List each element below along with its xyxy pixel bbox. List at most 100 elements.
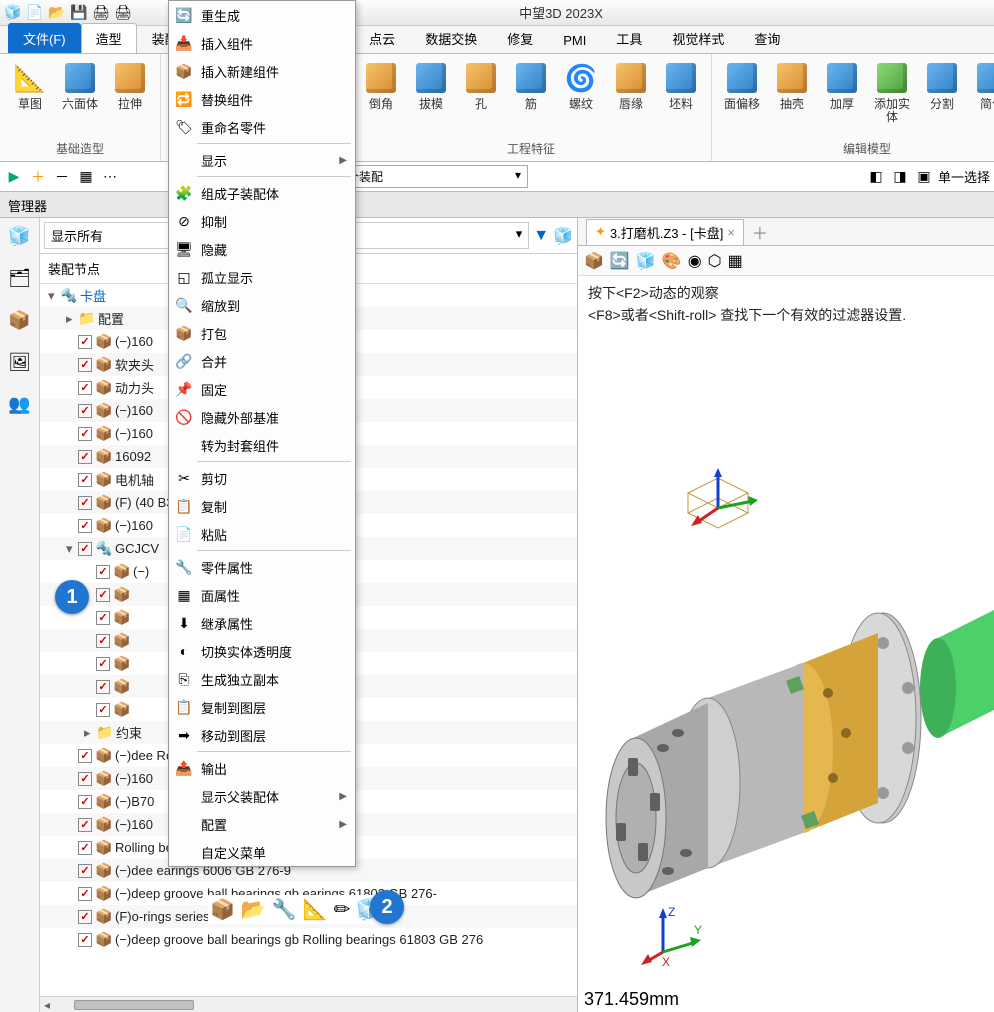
filter3-icon[interactable]: ▣: [914, 167, 934, 187]
context-menu-item[interactable]: 📄粘贴: [169, 520, 355, 548]
ribbon-tab[interactable]: 文件(F): [8, 23, 81, 53]
tree-checkbox[interactable]: ✓: [78, 358, 92, 372]
vp-tool-3[interactable]: 🧊: [636, 251, 656, 271]
tree-checkbox[interactable]: ✓: [78, 496, 92, 510]
tree-checkbox[interactable]: ✓: [96, 680, 110, 694]
ctx-icon-2[interactable]: 📂: [241, 897, 266, 922]
tree-checkbox[interactable]: ✓: [96, 611, 110, 625]
context-menu-item[interactable]: 📤输出: [169, 754, 355, 782]
context-menu-item[interactable]: ⬇继承属性: [169, 609, 355, 637]
filter-settings-icon[interactable]: 🧊: [553, 226, 573, 246]
context-menu-item[interactable]: 📋复制到图层: [169, 693, 355, 721]
ribbon-tab[interactable]: 造型: [81, 23, 137, 53]
ribbon-button[interactable]: 筋: [507, 58, 555, 138]
context-menu-item[interactable]: 📌固定: [169, 375, 355, 403]
context-menu-item[interactable]: ⊘抑制: [169, 207, 355, 235]
tree-checkbox[interactable]: ✓: [78, 933, 92, 947]
context-menu-item[interactable]: 🔍缩放到: [169, 291, 355, 319]
ribbon-button[interactable]: 抽壳: [768, 58, 816, 138]
context-menu-item[interactable]: ➡移动到图层: [169, 721, 355, 749]
context-menu-item[interactable]: ▦面属性: [169, 581, 355, 609]
tree-checkbox[interactable]: ✓: [78, 519, 92, 533]
tree-checkbox[interactable]: ✓: [96, 634, 110, 648]
tree-checkbox[interactable]: ✓: [96, 703, 110, 717]
tree-checkbox[interactable]: ✓: [78, 864, 92, 878]
context-menu-item[interactable]: 显示▶: [169, 146, 355, 174]
save-icon[interactable]: 💾: [70, 4, 88, 22]
vp-tool-2[interactable]: 🔄: [610, 251, 630, 271]
tree-checkbox[interactable]: ✓: [78, 841, 92, 855]
tree-checkbox[interactable]: ✓: [78, 795, 92, 809]
context-menu-item[interactable]: ⎘生成独立副本: [169, 665, 355, 693]
ctx-icon-1[interactable]: 📦: [210, 897, 235, 922]
tree-checkbox[interactable]: ✓: [78, 887, 92, 901]
scrollbar-thumb[interactable]: [74, 1000, 194, 1010]
views-icon[interactable]: 📦: [8, 308, 32, 332]
gallery-icon[interactable]: 🖼: [8, 350, 32, 374]
ribbon-button[interactable]: 面偏移: [718, 58, 766, 138]
ribbon-tab[interactable]: 数据交换: [410, 23, 492, 53]
ribbon-button[interactable]: 孔: [457, 58, 505, 138]
new-tab-icon[interactable]: ＋: [752, 220, 768, 244]
context-menu-item[interactable]: 📋复制: [169, 492, 355, 520]
ribbon-button[interactable]: 加厚: [818, 58, 866, 138]
new-icon[interactable]: 📄: [26, 4, 44, 22]
layers-icon[interactable]: 🗂: [8, 266, 32, 290]
tree-item[interactable]: ✓📦(−)deep groove ball bearings gb Rollin…: [40, 928, 577, 951]
context-menu-item[interactable]: 🖥隐藏: [169, 235, 355, 263]
context-menu-item[interactable]: 📦插入新建组件: [169, 57, 355, 85]
ribbon-tab[interactable]: PMI: [548, 27, 601, 53]
tree-checkbox[interactable]: ✓: [78, 404, 92, 418]
filter-funnel-icon[interactable]: ▼: [533, 227, 549, 245]
context-menu-item[interactable]: 转为封套组件: [169, 431, 355, 459]
tree-checkbox[interactable]: ✓: [78, 473, 92, 487]
context-menu-item[interactable]: 🔄重生成: [169, 1, 355, 29]
ribbon-tab[interactable]: 工具: [601, 23, 657, 53]
app-icon[interactable]: 🧊: [4, 4, 22, 22]
tree-checkbox[interactable]: ✓: [96, 657, 110, 671]
saveall-icon[interactable]: 🖨: [92, 4, 110, 22]
tree-checkbox[interactable]: ✓: [96, 588, 110, 602]
ribbon-button[interactable]: 🌀螺纹: [557, 58, 605, 138]
context-menu-item[interactable]: ✂剪切: [169, 464, 355, 492]
ribbon-tab[interactable]: 查询: [739, 23, 795, 53]
context-menu-item[interactable]: 🔗合并: [169, 347, 355, 375]
ribbon-button[interactable]: 倒角: [357, 58, 405, 138]
tree-checkbox[interactable]: ✓: [78, 381, 92, 395]
tree-checkbox[interactable]: ✓: [78, 910, 92, 924]
tree-checkbox[interactable]: ✓: [78, 427, 92, 441]
ctx-icon-4[interactable]: 📐: [303, 897, 328, 922]
vp-tool-5[interactable]: ◉: [688, 251, 702, 271]
scope-selector[interactable]: 整个装配▾: [328, 165, 528, 188]
tree-checkbox[interactable]: ✓: [78, 772, 92, 786]
add-icon[interactable]: ＋: [28, 167, 48, 187]
vp-tool-1[interactable]: 📦: [584, 251, 604, 271]
ribbon-button[interactable]: 六面体: [56, 58, 104, 138]
tree-checkbox[interactable]: ✓: [78, 749, 92, 763]
ribbon-tab[interactable]: 视觉样式: [657, 23, 739, 53]
more-icon[interactable]: ⋯: [100, 167, 120, 187]
assembly-tree-icon[interactable]: 🧊: [8, 224, 32, 248]
ribbon-tab[interactable]: 修复: [492, 23, 548, 53]
users-icon[interactable]: 👥: [8, 392, 32, 416]
document-tab[interactable]: ✦ 3.打磨机.Z3 - [卡盘] ×: [586, 219, 744, 245]
tree-h-scrollbar[interactable]: ◂: [40, 996, 577, 1012]
ribbon-tab[interactable]: 点云: [354, 23, 410, 53]
ribbon-button[interactable]: 拔模: [407, 58, 455, 138]
ribbon-button[interactable]: 简化: [968, 58, 994, 138]
ribbon-button[interactable]: 唇缘: [607, 58, 655, 138]
context-menu-item[interactable]: 🏷重命名零件: [169, 113, 355, 141]
tree-checkbox[interactable]: ✓: [78, 335, 92, 349]
ribbon-button[interactable]: 📐草图: [6, 58, 54, 138]
tree-checkbox[interactable]: ✓: [78, 542, 92, 556]
ribbon-button[interactable]: 坯料: [657, 58, 705, 138]
vp-tool-7[interactable]: ▦: [728, 251, 743, 271]
context-menu-item[interactable]: ◱孤立显示: [169, 263, 355, 291]
context-menu-item[interactable]: 配置▶: [169, 810, 355, 838]
context-menu-item[interactable]: 🔁替换组件: [169, 85, 355, 113]
context-menu-item[interactable]: ◐切换实体透明度: [169, 637, 355, 665]
print-icon[interactable]: 🖨: [114, 4, 132, 22]
tree-checkbox[interactable]: ✓: [78, 450, 92, 464]
context-menu-item[interactable]: 🚫隐藏外部基准: [169, 403, 355, 431]
grid-icon[interactable]: ▦: [76, 167, 96, 187]
